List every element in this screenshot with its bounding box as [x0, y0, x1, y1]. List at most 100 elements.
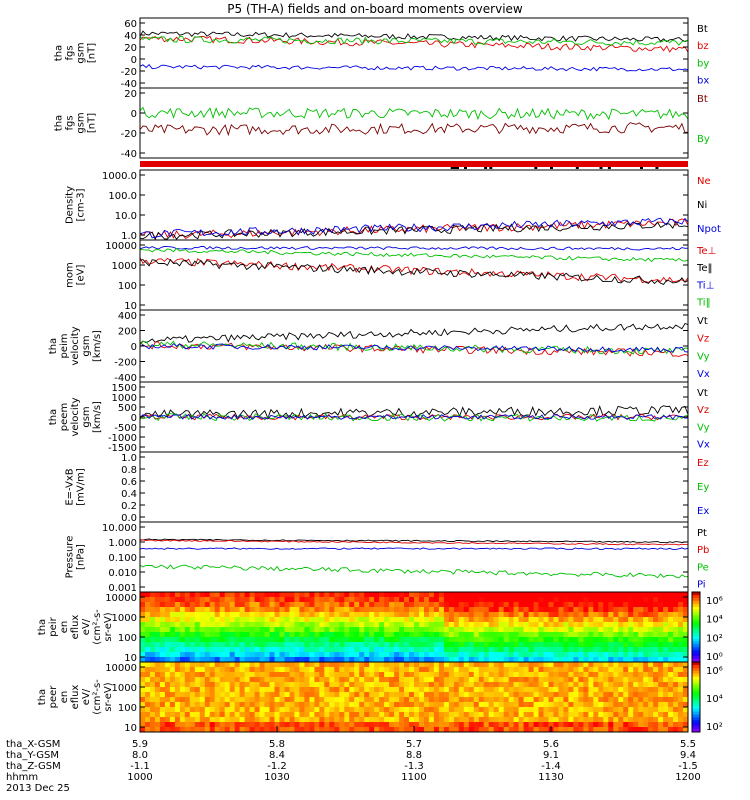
- heatmap-cell: [453, 642, 460, 648]
- ytick-label: -1500: [108, 443, 137, 454]
- heatmap-cell: [354, 607, 360, 613]
- heatmap-cell: [628, 657, 634, 663]
- heatmap-cell: [503, 617, 510, 623]
- heatmap-cell: [204, 637, 211, 643]
- heatmap-cell: [468, 682, 475, 688]
- heatmap-cell: [329, 632, 335, 638]
- heatmap-cell: [458, 667, 465, 673]
- heatmap-cell: [618, 667, 624, 673]
- heatmap-cell: [374, 672, 380, 678]
- heatmap-cell: [678, 632, 684, 638]
- heatmap-cell: [543, 692, 549, 698]
- heatmap-cell: [613, 722, 619, 728]
- heatmap-cell: [583, 667, 589, 673]
- heatmap-cell: [628, 617, 634, 623]
- heatmap-cell: [513, 647, 519, 653]
- heatmap-cell: [344, 652, 350, 658]
- heatmap-cell: [239, 677, 245, 683]
- heatmap-cell: [229, 637, 236, 643]
- heatmap-cell: [583, 647, 589, 653]
- heatmap-cell: [433, 612, 440, 618]
- heatmap-cell: [184, 657, 191, 663]
- heatmap-cell: [219, 637, 226, 643]
- heatmap-cell: [528, 592, 534, 598]
- legend-npot: Npot: [697, 224, 721, 235]
- heatmap-cell: [389, 647, 395, 653]
- heatmap-cell: [404, 632, 410, 638]
- heatmap-cell: [249, 717, 255, 723]
- heatmap-cell: [433, 702, 440, 708]
- ylabel-line: eV/: [81, 618, 92, 635]
- heatmap-cell: [369, 682, 375, 688]
- heatmap-cell: [468, 697, 475, 703]
- heatmap-cell: [528, 637, 534, 643]
- heatmap-cell: [603, 717, 609, 723]
- heatmap-cell: [498, 657, 505, 663]
- heatmap-cell: [683, 617, 689, 623]
- heatmap-cell: [478, 677, 485, 683]
- heatmap-cell: [598, 672, 604, 678]
- ylabel-line: tha: [37, 689, 48, 705]
- heatmap-cell: [478, 672, 485, 678]
- heatmap-cell: [433, 607, 440, 613]
- heatmap-cell: [493, 692, 500, 698]
- heatmap-cell: [409, 617, 415, 623]
- heatmap-cell: [264, 672, 270, 678]
- ytick-label: 40: [124, 31, 137, 42]
- heatmap-cell: [179, 702, 186, 708]
- heatmap-cell: [558, 707, 564, 713]
- heatmap-cell: [169, 727, 176, 733]
- heatmap-cell: [234, 692, 241, 698]
- heatmap-cell: [593, 707, 599, 713]
- heatmap-cell: [409, 647, 415, 653]
- heatmap-cell: [354, 717, 360, 723]
- heatmap-cell: [204, 657, 211, 663]
- heatmap-cell: [399, 617, 405, 623]
- heatmap-cell: [199, 622, 206, 628]
- heatmap-cell: [498, 627, 505, 633]
- heatmap-cell: [633, 612, 639, 618]
- heatmap-cell: [488, 662, 495, 668]
- heatmap-cell: [309, 707, 315, 713]
- heatmap-cell: [588, 722, 594, 728]
- heatmap-cell: [658, 647, 664, 653]
- heatmap-cell: [284, 702, 290, 708]
- heatmap-cell: [603, 597, 609, 603]
- heatmap-cell: [164, 662, 171, 668]
- heatmap-cell: [150, 662, 156, 668]
- heatmap-cell: [354, 622, 360, 628]
- heatmap-cell: [154, 632, 161, 638]
- heatmap-cell: [309, 692, 315, 698]
- colorbar-swatch: [692, 670, 700, 675]
- heatmap-cell: [184, 677, 191, 683]
- heatmap-cell: [309, 682, 315, 688]
- heatmap-cell: [518, 657, 524, 663]
- heatmap-cell: [653, 667, 659, 673]
- time-row-value: 8.8: [406, 750, 422, 761]
- heatmap-cell: [369, 722, 375, 728]
- heatmap-cell: [169, 597, 176, 603]
- series-line-bt: [139, 30, 689, 43]
- heatmap-cell: [179, 602, 186, 608]
- heatmap-cell: [204, 677, 211, 683]
- colorbar-swatch: [692, 664, 700, 669]
- heatmap-cell: [508, 647, 515, 653]
- heatmap-cell: [254, 647, 260, 653]
- heatmap-cell: [598, 727, 604, 733]
- heatmap-cell: [533, 707, 539, 713]
- heatmap-cell: [299, 637, 305, 643]
- heatmap-cell: [523, 717, 529, 723]
- heatmap-cell: [244, 672, 250, 678]
- heatmap-cell: [553, 602, 559, 608]
- heatmap-cell: [219, 717, 226, 723]
- heatmap-cell: [199, 657, 206, 663]
- heatmap-cell: [443, 657, 450, 663]
- heatmap-cell: [259, 727, 265, 733]
- heatmap-cell: [289, 627, 295, 633]
- heatmap-cell: [349, 652, 355, 658]
- heatmap-cell: [493, 672, 500, 678]
- heatmap-cell: [404, 677, 410, 683]
- legend-vy: Vy: [697, 351, 710, 362]
- heatmap-cell: [274, 612, 280, 618]
- heatmap-cell: [219, 697, 226, 703]
